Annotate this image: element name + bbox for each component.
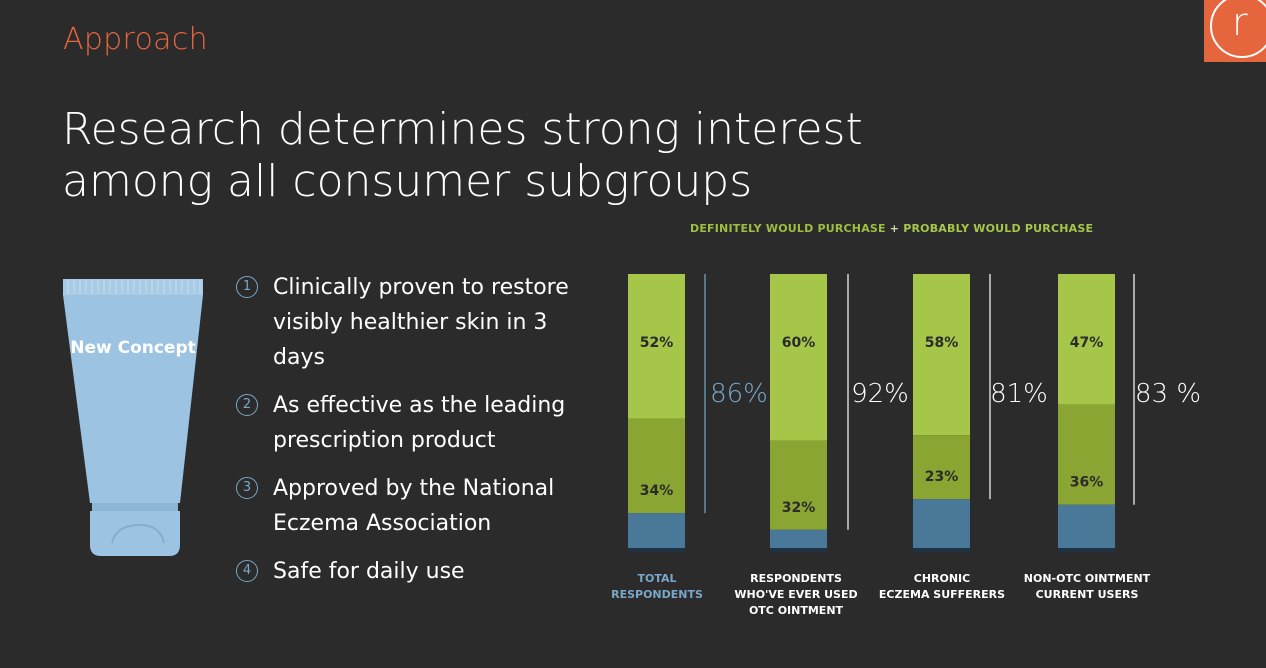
- category-label: WHO'VE EVER USED: [734, 588, 857, 601]
- bar-label-probably: 60%: [782, 335, 816, 351]
- category-label: CURRENT USERS: [1036, 588, 1139, 601]
- total-percent-label: 92%: [851, 379, 909, 409]
- bar-definitely: [628, 418, 685, 514]
- feature-list: 1 Clinically proven to restore visibly h…: [236, 270, 596, 602]
- logo-circle-icon: [1210, 0, 1266, 58]
- number-circle-icon: 1: [236, 276, 258, 298]
- page-title: Research determines strong interest amon…: [62, 104, 863, 207]
- category-label: OTC OINTMENT: [749, 604, 844, 617]
- bar-base: [628, 548, 685, 552]
- bar-label-probably: 58%: [925, 335, 959, 351]
- bar-label-definitely: 32%: [782, 500, 816, 516]
- category-label: RESPONDENTS: [611, 588, 703, 601]
- bar-label-definitely: 23%: [925, 469, 959, 485]
- bar-definitely: [913, 435, 970, 500]
- category-label: CHRONIC: [914, 572, 970, 585]
- category-label: TOTAL: [637, 572, 676, 585]
- bar-remainder: [1058, 504, 1115, 552]
- product-tube-icon: [63, 279, 203, 556]
- list-item: 2 As effective as the leading prescripti…: [236, 388, 596, 458]
- bullet-text: Clinically proven to restore visibly hea…: [273, 275, 569, 370]
- bar-probably: [770, 274, 827, 441]
- bullet-text: Safe for daily use: [273, 559, 465, 584]
- list-item: 3 Approved by the National Eczema Associ…: [236, 471, 596, 541]
- category-label: NON-OTC OINTMENT: [1024, 572, 1151, 585]
- bar-probably: [1058, 274, 1115, 405]
- category-label: RESPONDENTS: [750, 572, 842, 585]
- bar-label-probably: 47%: [1070, 335, 1104, 351]
- bar-label-probably: 52%: [640, 335, 674, 351]
- number-circle-icon: 4: [236, 560, 258, 582]
- bar-base: [913, 548, 970, 552]
- bar-definitely: [770, 440, 827, 530]
- chart-legend: DEFINITELY WOULD PURCHASE + PROBABLY WOU…: [690, 222, 1093, 235]
- total-percent-label: 86%: [710, 379, 768, 409]
- legend-plus: +: [889, 222, 900, 235]
- number-circle-icon: 3: [236, 477, 258, 499]
- bar-probably: [628, 274, 685, 419]
- bar-label-definitely: 36%: [1070, 475, 1104, 491]
- bar-probably: [913, 274, 970, 436]
- bullet-text: As effective as the leading prescription…: [273, 393, 566, 453]
- list-item: 4 Safe for daily use: [236, 554, 596, 589]
- bar-definitely: [1058, 404, 1115, 505]
- number-circle-icon: 2: [236, 394, 258, 416]
- bar-label-definitely: 34%: [640, 483, 674, 499]
- section-label: Approach: [63, 22, 208, 57]
- category-label: ECZEMA SUFFERERS: [879, 588, 1005, 601]
- legend-definitely: DEFINITELY WOULD PURCHASE: [690, 222, 886, 235]
- legend-probably: PROBABLY WOULD PURCHASE: [903, 222, 1094, 235]
- bar-base: [1058, 548, 1115, 552]
- bar-remainder: [913, 499, 970, 552]
- list-item: 1 Clinically proven to restore visibly h…: [236, 270, 596, 375]
- bar-remainder: [770, 529, 827, 552]
- bar-base: [770, 548, 827, 552]
- total-percent-label: 81%: [990, 379, 1048, 409]
- brand-logo: r: [1204, 0, 1266, 62]
- bullet-text: Approved by the National Eczema Associat…: [273, 476, 555, 536]
- logo-letter: r: [1232, 0, 1248, 44]
- total-percent-label: 83 %: [1135, 379, 1201, 409]
- tube-label: New Concept: [70, 338, 196, 358]
- bar-remainder: [628, 513, 685, 552]
